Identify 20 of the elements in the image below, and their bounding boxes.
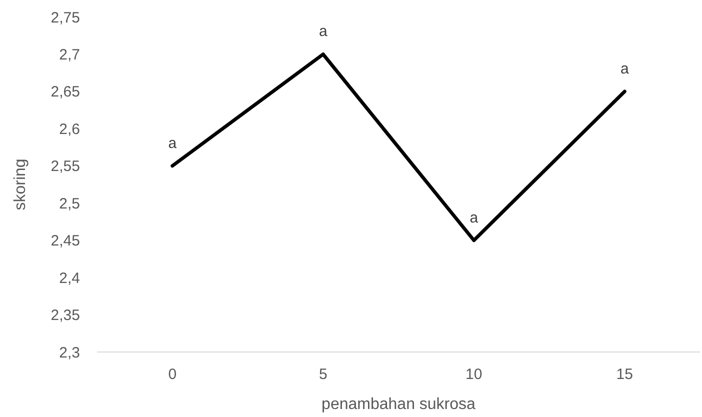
x-tick-label: 5 (318, 366, 328, 383)
y-tick-label: 2,35 (50, 307, 80, 324)
x-axis-title: penambahan sukrosa (322, 396, 476, 413)
y-tick-label: 2,75 (50, 9, 80, 26)
y-axis-title: skoring (12, 158, 29, 210)
annotation: a (318, 23, 328, 40)
annotation: a (620, 60, 630, 78)
y-tick-label: 2,65 (50, 84, 80, 101)
x-tick-label: 0 (168, 366, 177, 383)
y-tick-label: 2,4 (59, 270, 80, 287)
x-tick-label: 10 (466, 366, 482, 383)
y-tick-label: 2,45 (50, 232, 80, 250)
x-tick-label: 15 (616, 366, 633, 383)
annotation: a (470, 209, 479, 226)
y-tick-label: 2,55 (50, 158, 80, 176)
y-tick-label: 2,7 (59, 46, 80, 64)
y-tick-label: 2,3 (59, 344, 80, 362)
annotation: a (168, 134, 178, 152)
y-tick-label: 2,6 (59, 120, 80, 138)
y-tick-label: 2,5 (59, 195, 80, 212)
